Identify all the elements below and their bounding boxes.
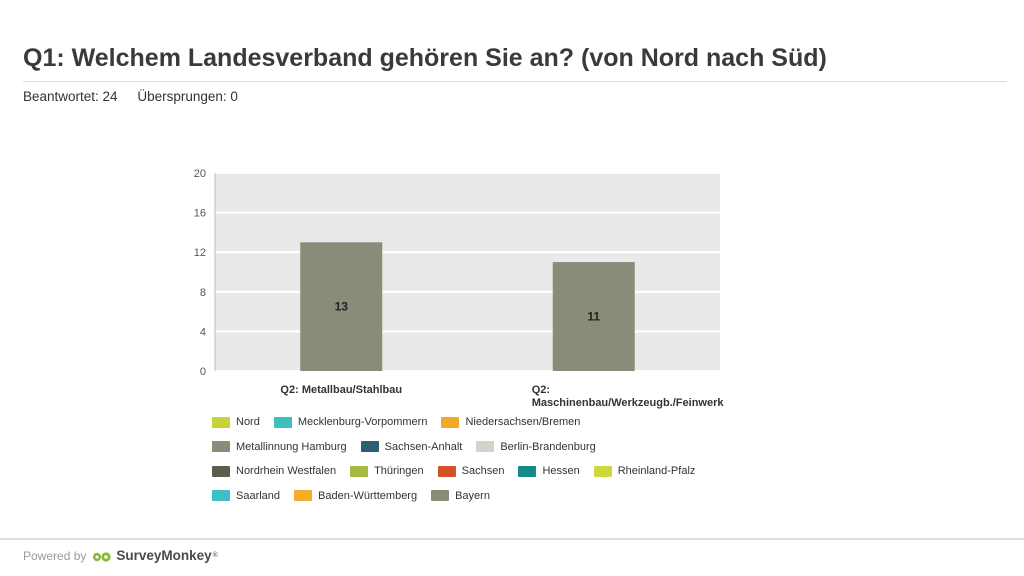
legend-label: Baden-Württemberg: [318, 489, 418, 502]
legend-label: Mecklenburg-Vorpommern: [297, 416, 428, 429]
legend-swatch: [476, 441, 495, 453]
legend-item: Sachsen-Anhalt: [360, 440, 463, 453]
legend-swatch: [350, 465, 369, 477]
plot-area: [215, 173, 720, 371]
legend-swatch: [212, 465, 230, 477]
legend-item: Bayern: [431, 490, 490, 502]
legend-swatch: [294, 490, 313, 502]
powered-by-label: Powered by: [23, 548, 87, 563]
legend-label: Sachsen-Anhalt: [384, 440, 463, 453]
legend-swatch: [441, 416, 460, 428]
legend-item: Nord: [212, 416, 260, 428]
legend-row: Metallinnung Hamburg Sachsen-Anhalt Berlin…: [212, 435, 772, 460]
legend-label: Thüringen: [374, 465, 424, 478]
legend-item: Niedersachsen/Bremen: [441, 416, 580, 428]
page-title: Q1: Welchem Landesverband gehören Sie an…: [23, 44, 827, 72]
legend-swatch: [593, 465, 612, 477]
surveymonkey-logo-icon: [93, 552, 111, 562]
legend-label: Metallinnung Hamburg: [236, 440, 347, 453]
legend-item: Saarland: [212, 490, 280, 502]
legend-row: Saarland Baden-Württemberg Bayern: [212, 484, 772, 509]
legend-label: Bayern: [455, 489, 490, 502]
y-tick-label: 8: [200, 287, 206, 299]
y-tick-label: 4: [200, 326, 206, 338]
x-tick-label: Q2: Metallbau/Stahlbau: [280, 384, 402, 396]
y-tick-label: 20: [194, 168, 206, 180]
legend-swatch: [518, 465, 537, 477]
y-tick-label: 0: [200, 366, 206, 378]
data-label: 11: [587, 310, 600, 324]
brand-trademark: ®: [212, 552, 218, 559]
legend-item: Baden-Württemberg: [294, 490, 417, 502]
answered-count: Beantwortet: 24: [23, 89, 118, 104]
legend-label: Nord: [236, 416, 260, 429]
skipped-count: Übersprungen: 0: [137, 89, 238, 104]
legend-row: Nordrhein Westfalen Thüringen Sachsen Hesse…: [212, 459, 772, 484]
legend-label: Berlin-Brandenburg: [500, 440, 596, 453]
y-tick-label: 16: [194, 208, 206, 220]
legend-item: Nordrhein Westfalen: [212, 465, 336, 477]
legend-item: Mecklenburg-Vorpommern: [273, 416, 428, 429]
chart-legend: Nord Mecklenburg-Vorpommern Niedersachsen/…: [212, 410, 772, 508]
legend-swatch: [437, 465, 456, 477]
legend-item: Hessen: [518, 465, 580, 478]
brand-logo: SurveyMonkey ®: [92, 548, 218, 563]
legend-item: Berlin-Brandenburg: [476, 440, 596, 453]
bar-chart: 0 4 8 12 16 20 13 Q2: Metallbau/Stahlbau 11 Q2: Ma…: [194, 168, 725, 409]
legend-swatch: [431, 490, 450, 502]
legend-label: Sachsen: [461, 465, 505, 478]
x-tick-label: Q2: Maschinenbau/Werkzeugb./Feinwerk: [532, 384, 725, 409]
legend-label: Hessen: [542, 465, 580, 478]
legend-item: Rheinland-Pfalz: [593, 465, 696, 478]
legend-swatch: [273, 416, 292, 428]
legend-label: Rheinland-Pfalz: [617, 465, 696, 478]
legend-row: Nord Mecklenburg-Vorpommern Niedersachsen/…: [212, 410, 772, 435]
legend-item: Sachsen: [437, 465, 505, 478]
brand-name: SurveyMonkey: [116, 548, 212, 563]
footer-divider: [0, 538, 1024, 540]
legend-item: Thüringen: [350, 465, 424, 477]
legend-label: Nordrhein Westfalen: [236, 465, 337, 478]
legend-swatch: [212, 416, 230, 428]
y-tick-label: 12: [194, 247, 206, 259]
legend-item: Metallinnung Hamburg: [212, 441, 347, 453]
response-stats: Beantwortet: 24 Übersprungen: 0: [23, 89, 238, 104]
legend-swatch: [212, 441, 230, 453]
legend-swatch: [360, 441, 379, 453]
bar: [552, 262, 635, 371]
data-label: 13: [335, 300, 349, 314]
footer: Powered by SurveyMonkey ®: [23, 548, 218, 563]
legend-label: Saarland: [236, 489, 281, 502]
bar: [300, 242, 383, 371]
title-divider: [23, 81, 1007, 82]
legend-label: Niedersachsen/Bremen: [465, 416, 581, 429]
legend-swatch: [212, 490, 230, 502]
